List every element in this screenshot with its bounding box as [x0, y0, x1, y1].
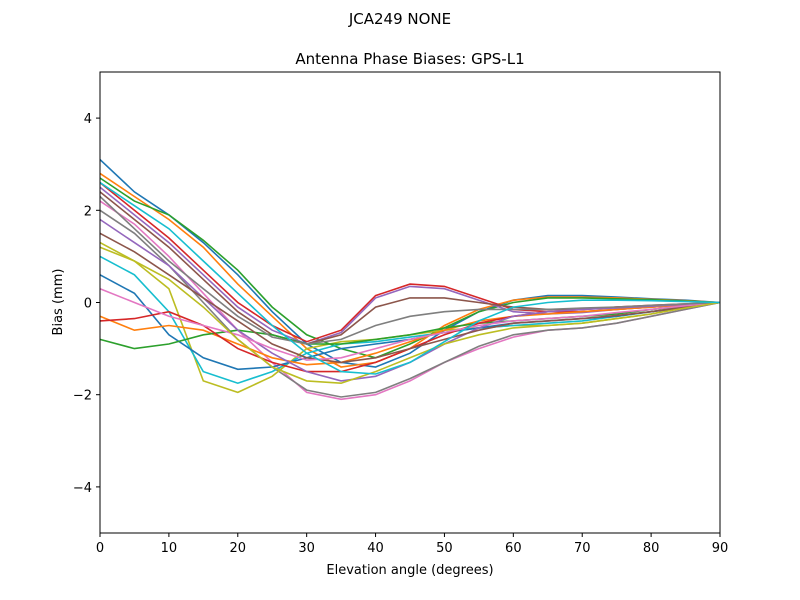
x-tick-label: 90: [712, 541, 729, 556]
x-tick-label: 40: [367, 541, 384, 556]
series-lines: [99, 159, 721, 401]
y-tick-label: −2: [73, 389, 92, 404]
series-line-s17: [99, 287, 721, 361]
y-tick-label: 2: [84, 204, 92, 219]
x-tick-label: 50: [436, 541, 453, 556]
y-axis-label: Bias (mm): [51, 269, 66, 336]
y-tick-label: −4: [73, 481, 92, 496]
x-tick-label: 20: [230, 541, 247, 556]
axes-frame: [99, 71, 721, 534]
series-line-s3: [99, 177, 721, 359]
series-line-s19: [99, 246, 721, 385]
chart-title: Antenna Phase Biases: GPS-L1: [295, 50, 524, 68]
x-axis-ticks: 0 10 20 30 40 50 60 70 80 90: [96, 533, 728, 556]
x-tick-label: 30: [298, 541, 315, 556]
series-line-s20: [99, 181, 721, 375]
x-tick-label: 10: [161, 541, 178, 556]
series-line-s12: [99, 301, 721, 366]
chart-suptitle: JCA249 NONE: [348, 10, 451, 28]
y-axis-ticks: −4 −2 0 2 4: [73, 112, 100, 496]
series-line-s18: [99, 195, 721, 345]
y-tick-label: 4: [84, 112, 92, 127]
series-line-s1: [99, 159, 721, 368]
x-tick-label: 0: [96, 541, 104, 556]
x-tick-label: 70: [574, 541, 591, 556]
series-line-s10: [99, 255, 721, 385]
x-tick-label: 60: [505, 541, 522, 556]
y-tick-label: 0: [84, 297, 92, 312]
series-line-s13: [99, 301, 721, 350]
series-line-s16: [99, 232, 721, 364]
x-axis-label: Elevation angle (degrees): [326, 563, 493, 578]
x-tick-label: 80: [643, 541, 660, 556]
series-line-s8: [99, 209, 721, 398]
